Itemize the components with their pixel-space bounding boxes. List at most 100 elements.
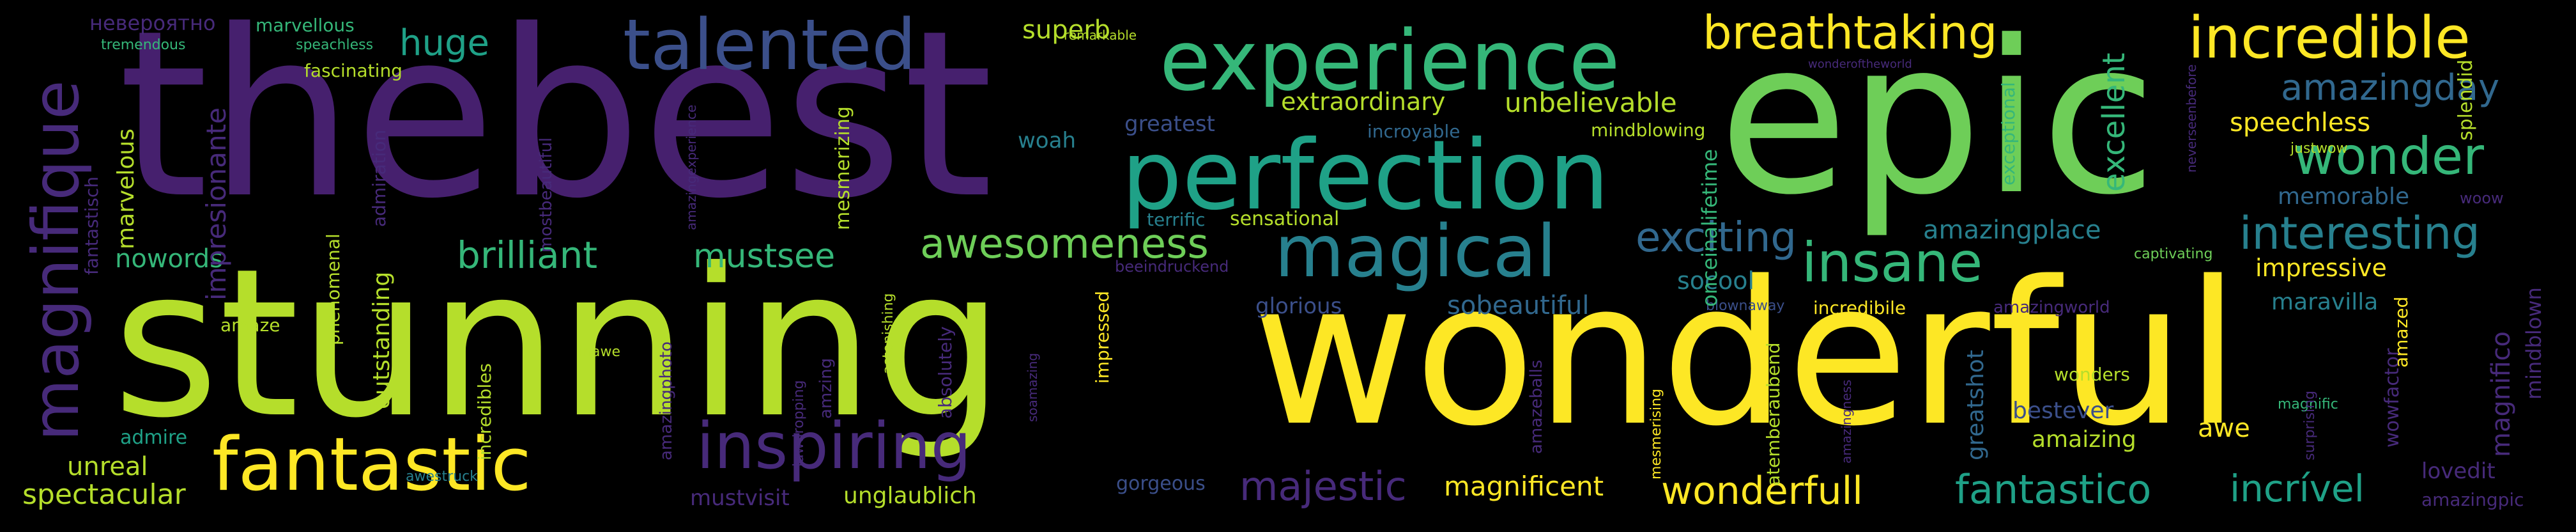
word-amazeballs: amazeballs — [1527, 359, 1546, 454]
word-wonderfull: wonderfull — [1661, 469, 1863, 513]
word-speachless: speachless — [296, 37, 374, 53]
word-fantastisch: fantastisch — [81, 176, 102, 275]
word-socool: socool — [1677, 267, 1754, 295]
word-incrivel: incrível — [2230, 467, 2365, 510]
word-mesmerizing: mesmerizing — [832, 106, 854, 230]
word-jawdropping: jawdropping — [791, 380, 807, 467]
word-wonders: wonders — [2054, 364, 2130, 385]
word-stunning: stunning — [112, 225, 1004, 463]
word-marvellous: marvellous — [256, 15, 355, 36]
word-fantastico: fantastico — [1955, 466, 2152, 513]
word-woow: woow — [2460, 189, 2504, 207]
word-mindblown: mindblown — [2522, 287, 2546, 400]
word-fantastic: fantastic — [212, 422, 532, 508]
word-incredible: incredible — [2188, 4, 2471, 72]
word-terrific: terrific — [1147, 209, 1206, 230]
word-fascinating: fascinating — [304, 60, 402, 81]
word-excellent: excellent — [2096, 52, 2132, 192]
word-surprising: surprising — [2302, 390, 2318, 460]
word-amazingplace: amazingplace — [1923, 215, 2101, 245]
word-blownaway: blownaway — [1706, 298, 1785, 314]
word-epic: epic — [1719, 0, 2157, 241]
word-mostbeautiful: mostbeautiful — [537, 137, 556, 253]
word-huge: huge — [399, 22, 489, 64]
word-phenomenal: phenomenal — [323, 233, 344, 345]
word-woah: woah — [1018, 128, 1076, 153]
word-tremendous: tremendous — [101, 37, 186, 53]
word-amzing: amzing — [816, 357, 836, 419]
word-mustvisit: mustvisit — [690, 485, 790, 511]
word-incredibile: incredibile — [1813, 297, 1906, 318]
word-captivating: captivating — [2134, 246, 2213, 262]
word-sobeautiful: sobeautiful — [1447, 291, 1590, 320]
word-marvelous: marvelous — [113, 129, 139, 249]
word-breathtaking: breathtaking — [1703, 6, 1998, 59]
word-gorgeous: gorgeous — [1116, 473, 1206, 495]
word-superb: superb — [1022, 15, 1111, 45]
word-justwow: justwow — [2290, 141, 2348, 157]
word-thebest: thebest — [118, 0, 993, 249]
word-perfection: perfection — [1121, 120, 1610, 231]
word-greatshot: greatshot — [1963, 350, 1989, 460]
word-memorable: memorable — [2278, 184, 2410, 210]
word-amazingday: amazingday — [2281, 67, 2500, 109]
word-inspiring: inspiring — [696, 409, 972, 483]
word-nowords: nowords — [115, 244, 223, 274]
word-magnifique: magnifique — [19, 80, 93, 441]
word-magnifico: magnifico — [2487, 331, 2516, 457]
word-awestruck: awestruck — [406, 469, 478, 485]
word-admire: admire — [120, 426, 188, 449]
word-incroyable: incroyable — [1367, 121, 1460, 142]
word-amazingness: amazingness — [1839, 379, 1854, 464]
word-exciting: exciting — [1636, 214, 1797, 262]
word-greatest: greatest — [1124, 111, 1215, 137]
word-beeindruckend: beeindruckend — [1115, 258, 1229, 276]
word-mindblowing: mindblowing — [1591, 120, 1706, 141]
word-wonder: wonder — [2294, 127, 2484, 186]
word-amaze: amaze — [220, 315, 280, 336]
word-magnificent: magnificent — [1444, 471, 1604, 502]
word-splendid: splendid — [2455, 59, 2477, 141]
word-magical: magical — [1275, 210, 1557, 293]
word-experience: experience — [1160, 12, 1620, 109]
word-exceptional: exceptional — [1998, 82, 2019, 185]
word-spectacular: spectacular — [22, 478, 186, 511]
word-lovedit: lovedit — [2421, 458, 2496, 484]
word-glorious: glorious — [1255, 293, 1342, 319]
word-wonderful: wonderful — [1252, 239, 2241, 470]
word-bestever: bestever — [2012, 398, 2114, 424]
word-nevероятно: невероятно — [89, 11, 216, 35]
word-awe: awe — [2198, 414, 2250, 443]
word-sensational: sensational — [1230, 208, 1340, 230]
word-maravilla: maravilla — [2271, 289, 2379, 315]
word-remarkable: remarkable — [1064, 27, 1137, 43]
word-extraordinary: extraordinary — [1281, 88, 1446, 116]
word-mustsee: mustsee — [693, 237, 836, 276]
word-admiration: admiration — [369, 129, 390, 227]
word-brilliant: brilliant — [457, 233, 598, 277]
word-amazingworld: amazingworld — [1993, 298, 2110, 317]
word-incredibles: incredibles — [474, 363, 495, 460]
word-amazingexperience: amazingexperience — [684, 104, 699, 230]
word-awesomeness: awesomeness — [920, 221, 1209, 268]
word-amazingphoto: amazingphoto — [657, 341, 676, 460]
word-outstanding: outstanding — [369, 271, 395, 409]
word-impressive: impressive — [2255, 254, 2387, 282]
word-magnific: magnific — [2278, 396, 2338, 412]
word-mesmerising: mesmerising — [1648, 388, 1664, 480]
word-amaizing: amaizing — [2032, 426, 2136, 453]
word-neverseenbefore: neverseenbefore — [2184, 64, 2199, 173]
word-inawe: inawe — [579, 344, 621, 360]
word-insane: insane — [1802, 231, 1983, 295]
word-unbelievable: unbelievable — [1505, 87, 1677, 118]
word-amazed: amazed — [2391, 296, 2412, 368]
word-impresionante: impresionante — [201, 107, 232, 301]
word-atemberaubend: atemberaubend — [1763, 342, 1784, 486]
word-speechless: speechless — [2230, 108, 2371, 137]
word-soamazing: soamazing — [1025, 352, 1040, 422]
word-unglaublich: unglaublich — [843, 483, 977, 509]
word-onceinalifetime: onceinalifetime — [1698, 149, 1722, 307]
word-astonishing: astonishing — [880, 293, 896, 374]
word-impressed: impressed — [1092, 290, 1113, 384]
